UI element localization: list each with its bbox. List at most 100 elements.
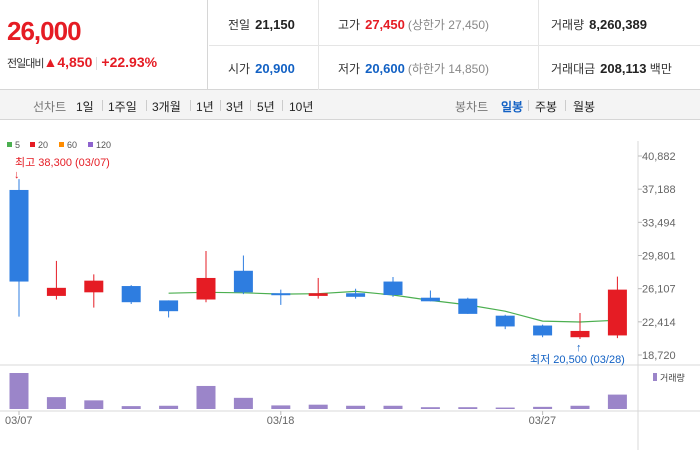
period-1y[interactable]: 1년 [196,100,214,114]
candle-body [458,298,478,314]
lower-limit: (하한가 14,850) [407,62,490,76]
volume-cell: 거래량 8,260,389 [551,16,647,33]
y-axis: 40,882 37,188 33,494 29,801 26,107 22,414 18,7… [0,141,700,450]
amount-value: 208,113 [600,61,647,76]
high-cell: 고가 27,450 (상한가 27,450) [338,16,489,33]
volume-bar [159,405,179,409]
volume-bar [196,385,216,409]
candle-body [607,289,627,336]
candle-body [420,297,440,302]
candle-body [9,189,29,282]
candle-body [570,330,590,338]
candle-body [196,277,216,300]
divider [96,56,98,70]
legend-label: 20 [38,140,48,150]
quote-header: 26,000 전일대비▲4,850 +22.93% 전일 21,150 시가 20,9… [0,0,700,90]
y-tick-label: 29,801 [642,251,676,263]
line-chart-label: 선차트 [33,100,67,114]
volume-bar [570,405,590,409]
volume-bar [233,397,253,409]
volume-legend-label: 거래량 [660,372,685,383]
legend-label: 60 [67,140,77,150]
change-label: 전일대비 [7,58,44,70]
legend-swatch [30,142,35,147]
low-value: 20,600 [365,61,405,76]
candle-body [346,293,366,297]
x-tick-label: 03/18 [267,415,295,427]
high-label: 고가 [338,18,361,32]
down-arrow-icon: ↓ [14,169,20,181]
volume-chart: 거래량 [9,372,685,409]
amount-unit: 백만 [649,62,672,76]
y-tick-label: 33,494 [642,217,676,229]
divider [146,100,147,111]
volume-value: 8,260,389 [589,17,647,32]
candle-monthly[interactable]: 월봉 [573,100,596,114]
divider [209,45,700,46]
candle-body [46,287,66,296]
volume-bar [308,404,328,409]
open-cell: 시가 20,900 [228,60,295,77]
candle-body [121,286,141,303]
legend-swatch [59,142,64,147]
candle-body [271,293,291,296]
prev-close-label: 전일 [228,18,251,32]
volume-bar [420,407,440,409]
candles [9,179,627,340]
period-1w[interactable]: 1주일 [108,100,137,114]
period-10y[interactable]: 10년 [289,100,314,114]
period-1d[interactable]: 1일 [76,100,94,114]
prev-close-value: 21,150 [255,17,295,32]
legend-swatch [88,142,93,147]
legend-label: 5 [15,140,20,150]
divider [528,100,529,111]
candle-body [308,293,328,296]
y-tick-label: 37,188 [642,184,676,196]
candle-weekly[interactable]: 주봉 [535,100,558,114]
volume-bar [495,407,515,409]
high-value: 27,450 [365,17,405,32]
divider [282,100,283,111]
divider [220,100,221,111]
annotations: 최고 38,300 (03/07)↓ ↑최저 20,500 (03/28) [14,156,625,366]
volume-bar [46,397,66,409]
upper-limit: (상한가 27,450) [407,18,490,32]
low-annotation: 최저 20,500 (03/28) [530,353,625,366]
candle-body [495,315,515,327]
volume-bar [458,407,478,409]
change-value: 4,850 [57,54,93,70]
y-tick-label: 18,720 [642,350,676,362]
change-row: 전일대비▲4,850 +22.93% [7,54,157,71]
chart-toolbar: 선차트 1일 1주일 3개월 1년 3년 5년 10년 봉차트 일봉 주봉 월봉 [0,90,700,120]
candle-daily[interactable]: 일봉 [501,100,524,114]
y-tick-label: 26,107 [642,284,676,296]
candle-body [383,281,403,296]
volume-legend-swatch [653,373,657,381]
candle-body [533,325,553,336]
volume-bar [346,405,366,409]
change-rate: +22.93% [101,54,158,70]
x-tick-label: 03/07 [5,415,33,427]
y-tick-label: 22,414 [642,317,676,329]
period-3y[interactable]: 3년 [226,100,244,114]
amount-label: 거래대금 [551,62,596,76]
period-5y[interactable]: 5년 [257,100,275,114]
price-panel: 26,000 전일대비▲4,850 +22.93% [0,0,208,90]
open-value: 20,900 [255,61,295,76]
low-label: 저가 [338,62,361,76]
divider [250,100,251,111]
candle-body [84,280,104,293]
volume-bar [271,405,291,409]
up-arrow-icon: ▲ [43,54,58,70]
volume-bar [383,405,403,409]
volume-bar [121,406,141,409]
amount-cell: 거래대금 208,113 백만 [551,60,672,77]
volume-bar [533,406,553,409]
period-3m[interactable]: 3개월 [152,100,181,114]
divider [565,100,566,111]
current-price: 26,000 [7,16,82,46]
up-arrow-icon: ↑ [576,342,582,354]
divider [102,100,103,111]
volume-label: 거래량 [551,18,585,32]
legend-swatch [7,142,12,147]
